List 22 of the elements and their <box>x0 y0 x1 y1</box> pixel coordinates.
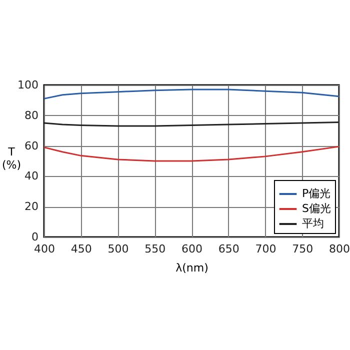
x-tick-label: 550 <box>144 242 166 256</box>
x-tick-label: 400 <box>34 242 55 256</box>
x-tick-label: 600 <box>182 242 202 256</box>
x-tick-label: 500 <box>108 242 129 256</box>
legend-label: S偏光 <box>302 202 331 215</box>
y-tick-label: 20 <box>24 200 38 214</box>
line-series <box>43 146 340 162</box>
y-tick-label: 40 <box>24 170 38 183</box>
x-tick-label: 750 <box>292 242 314 256</box>
y-tick-label: 60 <box>24 139 38 152</box>
x-tick-label: 700 <box>255 242 276 256</box>
y-tick-label: 80 <box>24 108 38 122</box>
line-series <box>43 88 340 100</box>
y-tick-label: 0 <box>32 230 38 244</box>
legend-label: P偏光 <box>302 187 331 200</box>
x-axis-title: λ(nm) <box>176 262 208 274</box>
x-tick-label: 450 <box>70 242 92 256</box>
legend-label: 平均 <box>302 217 324 230</box>
x-tick-label: 650 <box>218 242 240 256</box>
y-axis-title: T (%) <box>2 146 22 172</box>
x-tick-label: 800 <box>329 242 350 256</box>
y-tick-label: 100 <box>18 78 38 92</box>
